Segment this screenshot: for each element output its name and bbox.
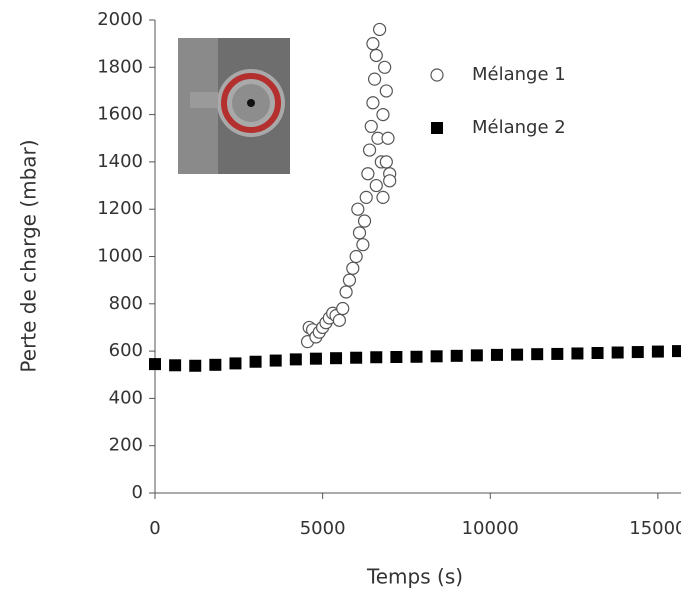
legend-label: Mélange 1 xyxy=(472,64,566,85)
data-point xyxy=(379,84,393,98)
y-tick-label: 800 xyxy=(109,293,143,314)
data-point xyxy=(189,359,202,372)
data-point xyxy=(378,60,392,74)
data-point xyxy=(410,350,423,363)
data-point xyxy=(470,349,483,362)
data-point xyxy=(309,352,322,365)
y-tick-label: 1000 xyxy=(97,246,143,267)
data-point xyxy=(149,358,161,371)
data-point xyxy=(350,351,363,364)
data-point xyxy=(430,350,443,363)
data-point xyxy=(611,346,624,359)
data-point xyxy=(356,238,370,252)
data-point xyxy=(169,359,182,372)
data-point xyxy=(351,202,365,216)
data-point xyxy=(373,22,387,37)
data-point xyxy=(450,349,463,362)
y-tick-label: 200 xyxy=(109,435,143,456)
data-point xyxy=(379,155,393,169)
data-point xyxy=(367,72,382,86)
data-point xyxy=(352,226,367,240)
data-point xyxy=(366,96,380,110)
data-point xyxy=(349,249,363,264)
data-point xyxy=(342,273,357,287)
data-point xyxy=(209,358,222,371)
data-point xyxy=(651,345,664,358)
y-axis-label: Perte de charge (mbar) xyxy=(17,139,41,372)
data-point xyxy=(370,351,383,364)
data-point xyxy=(289,353,302,366)
data-point xyxy=(511,348,524,361)
data-point xyxy=(366,37,380,51)
data-point xyxy=(369,48,383,63)
data-point xyxy=(369,178,383,193)
data-point xyxy=(672,345,681,358)
data-point xyxy=(591,346,604,359)
legend-label: Mélange 2 xyxy=(472,117,566,138)
y-tick-label: 1200 xyxy=(97,198,143,219)
data-point xyxy=(330,352,343,365)
data-point xyxy=(249,355,262,368)
data-point xyxy=(229,357,242,370)
x-tick-label: 10000 xyxy=(462,518,519,539)
y-tick-label: 2000 xyxy=(97,9,143,30)
data-point xyxy=(390,351,403,364)
legend-marker xyxy=(431,122,443,134)
data-point xyxy=(376,190,390,204)
x-tick-label: 5000 xyxy=(300,518,346,539)
data-point xyxy=(362,143,377,157)
y-tick-label: 1800 xyxy=(97,56,143,77)
data-point xyxy=(361,167,375,181)
data-point xyxy=(357,214,372,228)
x-tick-label: 0 xyxy=(149,518,160,539)
data-point xyxy=(269,354,282,367)
photo-inset xyxy=(178,38,290,174)
data-point xyxy=(383,174,397,188)
data-point xyxy=(531,348,544,361)
x-tick-label: 15000 xyxy=(629,518,681,539)
data-point xyxy=(376,107,390,122)
data-point xyxy=(381,131,395,145)
data-point xyxy=(332,313,346,327)
data-point xyxy=(339,285,353,299)
data-point xyxy=(571,347,584,360)
y-tick-label: 1400 xyxy=(97,151,143,172)
data-point xyxy=(551,347,564,360)
y-tick-label: 400 xyxy=(109,387,143,408)
y-tick-label: 1600 xyxy=(97,104,143,125)
data-point xyxy=(359,190,373,204)
x-axis-label: Temps (s) xyxy=(366,565,463,589)
data-point xyxy=(346,261,360,275)
data-point xyxy=(631,346,644,359)
data-point xyxy=(364,119,378,134)
data-point xyxy=(336,301,350,316)
y-tick-label: 0 xyxy=(132,482,143,503)
y-tick-label: 600 xyxy=(109,340,143,361)
data-point xyxy=(490,348,503,361)
legend-marker xyxy=(430,68,444,82)
